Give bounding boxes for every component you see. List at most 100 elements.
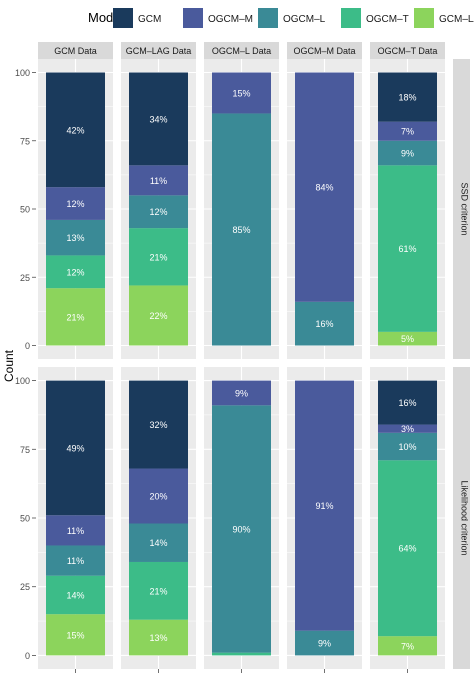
bar-segment-ogcm-m — [212, 72, 271, 114]
data-label-ogcm-l: 85% — [232, 225, 250, 235]
facet-strip-label-ogcm-t-data: OGCM–T Data — [378, 46, 438, 56]
legend-label-gcm: GCM — [138, 14, 161, 25]
data-label-ogcm-l: 11% — [67, 556, 84, 566]
panel-2-gcm-lag-data: 13% 21% 14% 20% 32% — [121, 367, 196, 669]
panel-1-ogcm-t-data: 5% 61% 9% 7% 18% — [370, 59, 445, 359]
data-label-ogcm-l: 16% — [315, 319, 333, 329]
data-label-ogcm-l: 9% — [318, 639, 331, 649]
legend-swatch-ogcm-l — [258, 8, 278, 28]
bar-segment-gcm — [129, 72, 188, 166]
data-label-ogcm-m: 9% — [235, 388, 248, 398]
data-label-gcm: 18% — [398, 93, 416, 103]
bar-segment-ogcm-l — [378, 432, 437, 461]
data-label-ogcm-m: 12% — [66, 199, 84, 209]
legend-item-ogcm-l: OGCM–L — [258, 8, 326, 28]
bar-segment-gcm — [46, 72, 105, 188]
data-label-gcm: 49% — [66, 443, 84, 453]
panel-1-gcm-data: 21% 12% 13% 12% 42% — [38, 59, 113, 359]
data-label-gcm-lag: 21% — [66, 312, 84, 322]
facet-strip-ogcm-m-data — [287, 42, 362, 59]
bar-segment-ogcm-t — [212, 652, 271, 656]
data-label-gcm: 16% — [398, 398, 416, 408]
legend-label-gcm-lag: GCM–LAG — [439, 14, 474, 25]
data-label-ogcm-t: 21% — [149, 586, 167, 596]
legend-swatch-ogcm-t — [341, 8, 361, 28]
bar-segment-ogcm-l — [295, 630, 354, 656]
bar-segment-gcm-lag — [378, 331, 437, 346]
facet-strip-label-gcm-data: GCM Data — [54, 46, 97, 56]
facet-strip-label-ogcm-l-data: OGCM–L Data — [212, 46, 271, 56]
row-strip-likelihood-criterion — [453, 367, 470, 669]
y-tick-label-50: 50 — [20, 205, 30, 215]
data-label-gcm-lag: 22% — [149, 311, 167, 321]
legend-item-ogcm-t: OGCM–T — [341, 8, 409, 28]
y-tick-label-100: 100 — [15, 68, 30, 78]
panel-1-ogcm-m-data: 16% 84% — [287, 59, 362, 359]
facet-strip-gcm-data — [38, 42, 113, 59]
bar-segment-gcm-lag — [378, 636, 437, 656]
panel-2-gcm-data: 15% 14% 11% 11% 49% — [38, 367, 113, 669]
bar-segment-ogcm-t — [46, 255, 105, 289]
facet-strip-ogcm-l-data — [204, 42, 279, 59]
panel-1-ogcm-l-data: 85% 15% — [204, 59, 279, 359]
legend-item-gcm: GCM — [113, 8, 161, 28]
facet-strip-gcm-lag-data — [121, 42, 196, 59]
bar-segment-ogcm-m — [212, 380, 271, 406]
data-label-ogcm-m: 91% — [315, 501, 333, 511]
y-axis-label: Count — [2, 349, 16, 382]
bar-segment-ogcm-l — [129, 195, 188, 229]
data-label-ogcm-t: 61% — [398, 244, 416, 254]
bar-segment-gcm — [129, 380, 188, 469]
legend-label-ogcm-m: OGCM–M — [208, 14, 253, 25]
y-tick-label-50: 50 — [20, 514, 30, 524]
facet-strip-ogcm-t-data — [370, 42, 445, 59]
bar-segment-gcm — [378, 72, 437, 122]
bar-segment-gcm — [46, 380, 105, 516]
bar-segment-ogcm-l — [212, 113, 271, 346]
y-tick-label-75: 75 — [20, 445, 30, 455]
data-label-ogcm-l: 12% — [149, 207, 167, 217]
data-label-gcm-lag: 5% — [401, 334, 414, 344]
row-strip-ssd-criterion — [453, 59, 470, 359]
bar-segment-ogcm-m — [295, 380, 354, 631]
bar-segment-ogcm-m — [46, 515, 105, 546]
bar-segment-ogcm-l — [378, 140, 437, 166]
legend-swatch-ogcm-m — [183, 8, 203, 28]
y-tick-label-75: 75 — [20, 136, 30, 146]
facet-strip-label-gcm-lag-data: GCM–LAG Data — [126, 46, 192, 56]
bar-segment-gcm-lag — [46, 614, 105, 656]
y-tick-label-0: 0 — [25, 341, 30, 351]
data-label-ogcm-l: 9% — [401, 149, 414, 159]
bar-segment-gcm-lag — [129, 285, 188, 346]
legend-swatch-gcm-lag — [414, 8, 434, 28]
data-label-ogcm-t: 14% — [66, 590, 84, 600]
data-label-ogcm-m: 15% — [232, 88, 250, 98]
y-tick-label-25: 25 — [20, 582, 30, 592]
data-label-gcm: 32% — [149, 420, 167, 430]
row-strip-label-ssd-criterion: SSD criterion — [460, 182, 470, 235]
data-label-ogcm-m: 84% — [315, 183, 333, 193]
bar-segment-ogcm-m — [129, 468, 188, 524]
bar-segment-ogcm-m — [378, 424, 437, 433]
data-label-ogcm-t: 64% — [398, 544, 416, 554]
data-label-ogcm-m: 11% — [67, 526, 84, 536]
bar-segment-ogcm-t — [129, 228, 188, 286]
legend-label-ogcm-t: OGCM–T — [366, 14, 409, 25]
bar-segment-ogcm-l — [129, 523, 188, 562]
legend-item-ogcm-m: OGCM–M — [183, 8, 253, 28]
bar-segment-ogcm-t — [378, 460, 437, 637]
bar-segment-ogcm-l — [46, 219, 105, 256]
bar-segment-ogcm-t — [378, 165, 437, 332]
bar-segment-ogcm-t — [46, 575, 105, 615]
data-label-ogcm-m: 11% — [150, 176, 167, 186]
data-label-ogcm-m: 7% — [401, 127, 414, 137]
data-label-ogcm-l: 10% — [398, 442, 416, 452]
panel-1-gcm-lag-data: 22% 21% 12% 11% 34% — [121, 59, 196, 359]
panel-2-ogcm-l-data: 90% 9% — [204, 367, 279, 669]
bar-segment-ogcm-m — [129, 165, 188, 196]
bar-segment-ogcm-m — [378, 121, 437, 141]
bar-segment-gcm-lag — [46, 288, 105, 346]
panel-2-ogcm-m-data: 9% 91% — [287, 367, 362, 669]
data-label-ogcm-l: 14% — [149, 538, 167, 548]
